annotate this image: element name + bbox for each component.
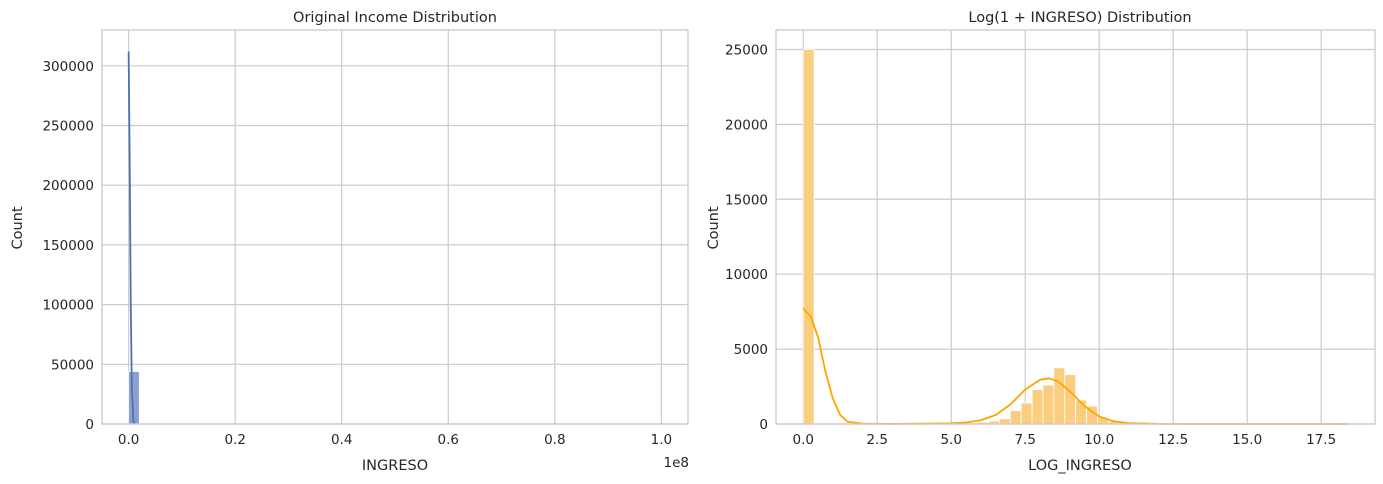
- x-tick-label: 15.0: [1232, 432, 1262, 448]
- x-tick-label: 0.0: [792, 432, 813, 448]
- histogram-bar: [1031, 389, 1044, 425]
- chart-original-income: Original Income Distribution INGRESO Cou…: [10, 10, 689, 474]
- x-tick-label: 0.6: [438, 432, 459, 448]
- x-tick-label: 12.5: [1158, 432, 1188, 448]
- x-tick-label: 0.8: [544, 432, 565, 448]
- y-tick-label: 100000: [42, 298, 94, 314]
- x-tick-label: 1.0: [651, 432, 672, 448]
- x-axis-label: INGRESO: [362, 458, 428, 474]
- chart-title: Original Income Distribution: [293, 10, 497, 26]
- x-tick-label: 7.5: [1014, 432, 1035, 448]
- x-tick-label: 0.0: [118, 432, 139, 448]
- histogram-bar: [1042, 384, 1055, 425]
- y-tick-label: 20000: [725, 117, 768, 133]
- plot-area: [101, 29, 689, 425]
- y-tick-label: 15000: [725, 192, 768, 208]
- histogram-bar: [1064, 374, 1077, 425]
- y-tick-label: 250000: [42, 119, 94, 135]
- y-tick-label: 5000: [734, 342, 768, 358]
- x-tick-label: 5.0: [940, 432, 961, 448]
- y-tick-label: 50000: [51, 357, 94, 373]
- y-tick-label: 200000: [42, 178, 94, 194]
- plot-area: [775, 29, 1376, 425]
- axes-frame: [775, 29, 1376, 425]
- y-tick-label: 25000: [725, 42, 768, 58]
- kde-line: [127, 51, 136, 425]
- histogram-bar: [1020, 402, 1033, 425]
- histogram-bar: [1009, 410, 1022, 425]
- y-axis-label: Count: [10, 206, 26, 249]
- kde-line: [802, 308, 1348, 425]
- y-axis-label: Count: [706, 206, 722, 249]
- chart-log-income: Log(1 + INGRESO) Distribution LOG_INGRES…: [706, 10, 1376, 474]
- histogram-bar: [1053, 367, 1066, 425]
- x-tick-label: 10.0: [1084, 432, 1114, 448]
- y-tick-label: 0: [85, 417, 94, 433]
- x-tick-label: 17.5: [1306, 432, 1336, 448]
- histogram-bar: [802, 49, 815, 425]
- x-axis-label: LOG_INGRESO: [1028, 458, 1132, 474]
- chart-title: Log(1 + INGRESO) Distribution: [968, 10, 1191, 26]
- axes-frame: [101, 29, 689, 425]
- y-tick-label: 150000: [42, 238, 94, 254]
- y-tick-label: 10000: [725, 267, 768, 283]
- x-tick-label: 0.2: [224, 432, 245, 448]
- y-tick-label: 300000: [42, 59, 94, 75]
- y-tick-label: 0: [759, 417, 768, 433]
- x-axis-offset-label: 1e8: [664, 455, 689, 471]
- histogram-bar: [998, 418, 1011, 425]
- x-tick-label: 2.5: [866, 432, 887, 448]
- x-tick-label: 0.4: [331, 432, 352, 448]
